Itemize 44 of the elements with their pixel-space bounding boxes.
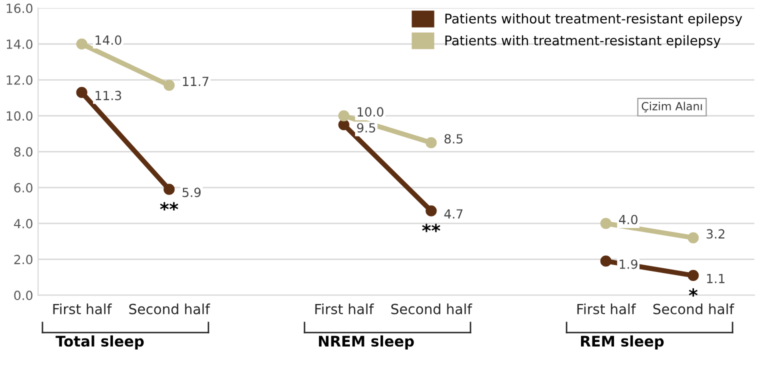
x-tick-label: First half bbox=[53, 304, 112, 314]
data-label: 11.3 bbox=[96, 90, 122, 100]
data-label: 14.0 bbox=[96, 35, 122, 45]
point bbox=[164, 80, 175, 91]
point bbox=[164, 184, 175, 195]
data-label: 9.5 bbox=[357, 123, 376, 133]
data-label: 5.9 bbox=[182, 188, 201, 198]
y-tick-label: 2.0 bbox=[14, 254, 32, 264]
point bbox=[688, 232, 699, 244]
y-tick-label: 4.0 bbox=[14, 218, 32, 228]
annotation: * bbox=[688, 288, 698, 297]
x-tick-label: Second half bbox=[653, 304, 734, 314]
point bbox=[76, 38, 88, 50]
y-tick-label: 12.0 bbox=[6, 75, 32, 85]
y-tick-label: 14.0 bbox=[6, 39, 32, 49]
data-label: 1.9 bbox=[620, 259, 638, 269]
data-label: 11.7 bbox=[183, 76, 208, 86]
x-tick-label: Second half bbox=[391, 304, 472, 314]
text: REM sleep bbox=[581, 335, 664, 350]
text: Total sleep bbox=[56, 335, 144, 350]
y-tick-label: 10.0 bbox=[6, 111, 32, 121]
legend-label: Patients with treatment-resistant epilepsy bbox=[445, 35, 721, 48]
annotation: ** bbox=[422, 224, 440, 232]
y-tick-label: 6.0 bbox=[14, 183, 32, 192]
y-tick-label: 8.0 bbox=[14, 147, 32, 157]
point bbox=[76, 86, 88, 98]
y-tick-label: 0.0 bbox=[14, 290, 32, 300]
annotation: Çizim Alanı bbox=[642, 102, 702, 112]
x-tick-label: First half bbox=[577, 304, 636, 314]
point bbox=[688, 270, 699, 282]
legend-label: Patients without treatment-resistant epilepsy bbox=[445, 13, 742, 26]
annotation: ** bbox=[160, 202, 178, 211]
point bbox=[600, 218, 612, 229]
data-label: 3.2 bbox=[706, 229, 724, 239]
data-label: 4.7 bbox=[444, 209, 462, 218]
data-label: 4.0 bbox=[618, 214, 638, 224]
x-tick-label: First half bbox=[315, 304, 374, 314]
point bbox=[600, 256, 612, 267]
data-label: 8.5 bbox=[444, 134, 462, 144]
data-label: 1.1 bbox=[707, 274, 724, 284]
data-label: 10.0 bbox=[358, 107, 384, 117]
text: NREM sleep bbox=[318, 335, 414, 350]
y-tick-label: 16.0 bbox=[6, 4, 32, 14]
x-tick-label: Second half bbox=[129, 304, 210, 314]
